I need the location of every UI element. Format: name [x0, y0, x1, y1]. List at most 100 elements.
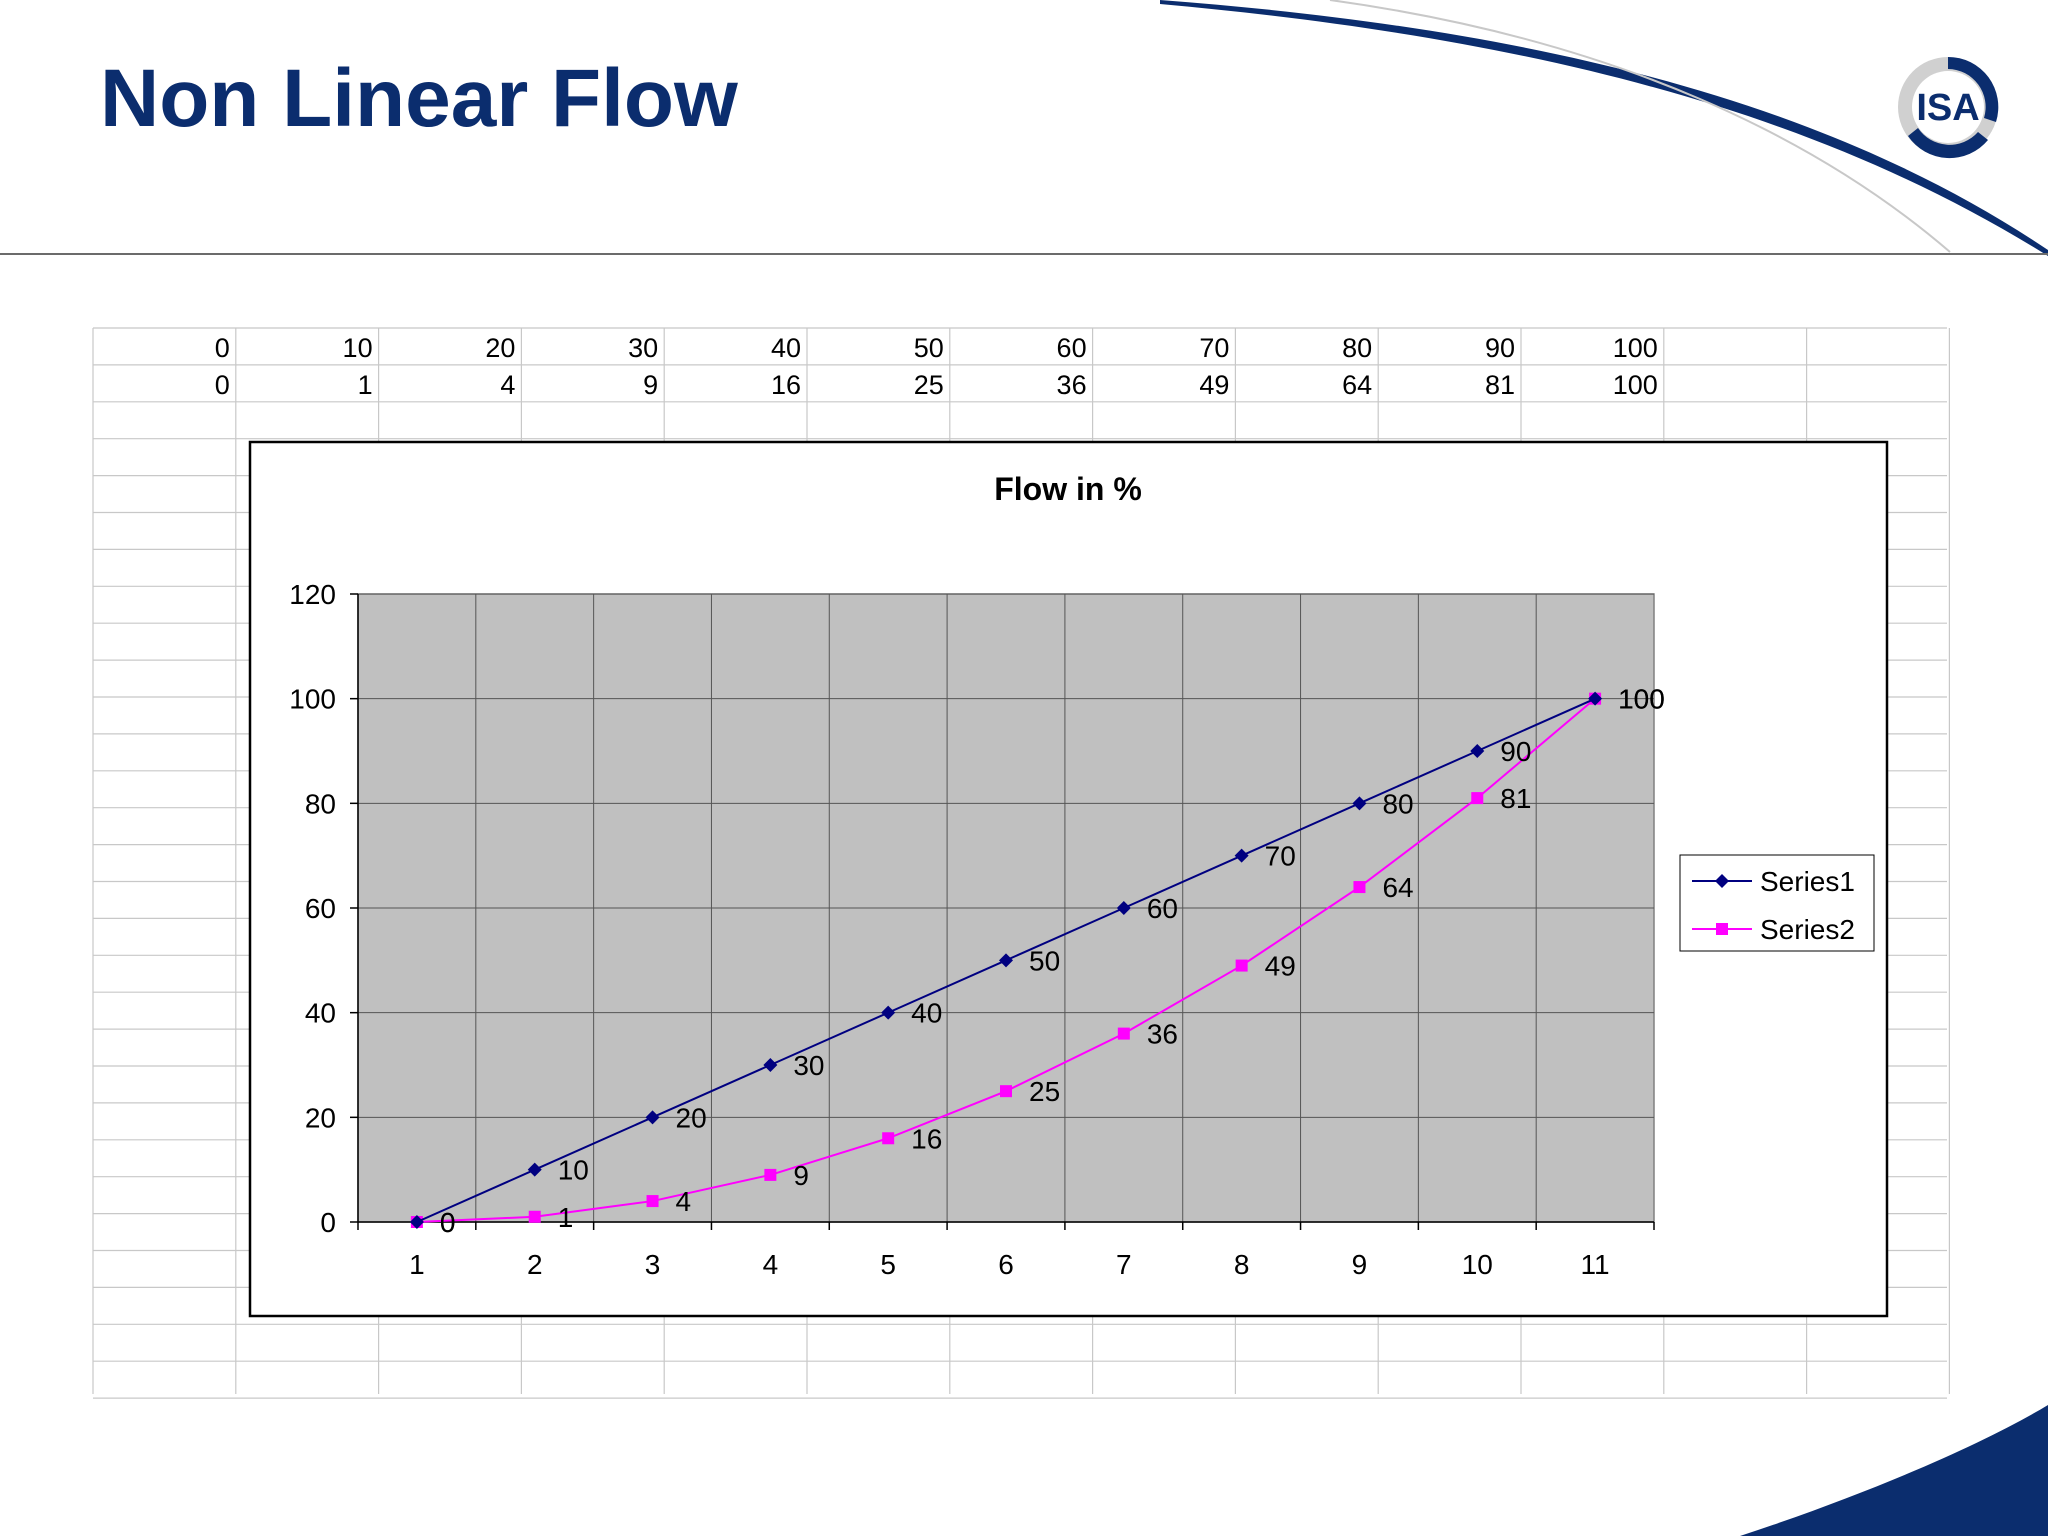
- sheet-cell: 20: [485, 333, 515, 363]
- data-label: 50: [1029, 945, 1060, 976]
- sheet-cell: 9: [643, 370, 658, 400]
- sheet-cell: 100: [1613, 333, 1658, 363]
- data-point: [1116, 901, 1131, 915]
- sheet-cell: 0: [215, 333, 230, 363]
- sheet-cell: 50: [914, 333, 944, 363]
- legend: Series1 Series2: [1679, 854, 1875, 952]
- data-point: [1235, 959, 1248, 972]
- logo-text: ISA: [1916, 87, 1979, 129]
- data-point: [764, 1168, 777, 1181]
- y-tick-label: 20: [305, 1102, 336, 1133]
- x-tick-label: 9: [1352, 1249, 1368, 1280]
- data-point: [527, 1162, 542, 1177]
- data-label: 1: [558, 1202, 574, 1233]
- sheet-cell: 70: [1199, 333, 1229, 363]
- x-tick-label: 2: [527, 1249, 543, 1280]
- y-tick-label: 60: [305, 893, 336, 924]
- data-label: 0: [440, 1207, 456, 1238]
- sheet-cell: 80: [1342, 333, 1372, 363]
- legend-label: Series1: [1760, 866, 1855, 897]
- data-point: [1000, 1085, 1012, 1098]
- data-label: 64: [1382, 872, 1413, 903]
- data-point: [1588, 691, 1603, 706]
- y-tick-label: 40: [305, 998, 336, 1029]
- data-point: [646, 1195, 659, 1208]
- data-label: 100: [1618, 684, 1665, 715]
- data-label: 49: [1265, 951, 1296, 982]
- data-point: [882, 1132, 895, 1145]
- x-axis: 1 2 3 4 5 6 7 8 9 10 11: [357, 1221, 1655, 1280]
- sheet-cell: 25: [914, 370, 944, 400]
- title-divider: [0, 253, 2048, 255]
- y-axis: 0 20 40 60 80 100 120: [289, 579, 359, 1238]
- legend-marker: [1716, 923, 1728, 935]
- data-label: 40: [911, 998, 942, 1029]
- legend-label: Series2: [1760, 914, 1855, 945]
- data-point: [528, 1210, 541, 1223]
- data-point: [881, 1005, 896, 1020]
- data-label: 4: [676, 1186, 692, 1217]
- data-point: [409, 1215, 424, 1229]
- y-tick-label: 0: [320, 1207, 336, 1238]
- sheet-cell: 60: [1057, 333, 1087, 363]
- sheet-cell: 100: [1613, 370, 1658, 400]
- y-tick-label: 80: [305, 788, 336, 819]
- data-label: 36: [1147, 1019, 1178, 1050]
- data-label: 25: [1029, 1076, 1060, 1107]
- data-label: 60: [1147, 893, 1178, 924]
- x-tick-label: 3: [645, 1249, 661, 1280]
- data-point: [1470, 744, 1485, 758]
- page-title: Non Linear Flow: [100, 53, 738, 144]
- data-point: [645, 1110, 660, 1125]
- data-point: [763, 1058, 778, 1072]
- legend-box: [1679, 854, 1875, 952]
- sheet-cell: 64: [1342, 370, 1372, 400]
- x-tick-label: 10: [1462, 1249, 1493, 1280]
- sheet-cell: 10: [343, 333, 373, 363]
- sheet-cell: 36: [1057, 370, 1087, 400]
- sheet-cell: 16: [771, 370, 801, 400]
- data-label: 10: [558, 1155, 589, 1186]
- x-tick-label: 7: [1116, 1249, 1132, 1280]
- data-label: 9: [793, 1160, 809, 1191]
- legend-marker: [1715, 874, 1729, 888]
- data-label: 30: [793, 1050, 824, 1081]
- data-label: 70: [1265, 841, 1296, 872]
- data-label: 80: [1382, 788, 1413, 819]
- data-point: [1117, 1027, 1130, 1040]
- sheet-cell: 1: [358, 370, 373, 400]
- series-1: 0 10 20 30 40 50 60 70 80 90 100: [409, 684, 1665, 1238]
- gridlines: [358, 593, 1654, 1223]
- sheet-cell: 0: [215, 370, 230, 400]
- sheet-cell: 90: [1485, 333, 1515, 363]
- data-label: 100: [1618, 684, 1665, 715]
- data-label: 20: [676, 1102, 707, 1133]
- x-tick-label: 5: [880, 1249, 896, 1280]
- data-label: 16: [911, 1123, 942, 1154]
- isa-logo: ISA: [1898, 56, 1999, 159]
- chart-title: Flow in %: [994, 471, 1142, 507]
- x-tick-label: 8: [1234, 1249, 1250, 1280]
- sheet-cell: 81: [1485, 370, 1515, 400]
- sheet-cell: 30: [628, 333, 658, 363]
- x-tick-label: 11: [1581, 1249, 1610, 1280]
- sheet-cell: 49: [1199, 370, 1229, 400]
- x-tick-label: 6: [998, 1249, 1014, 1280]
- data-point: [1471, 792, 1484, 805]
- data-label: 0: [440, 1207, 456, 1238]
- data-point: [1234, 848, 1249, 863]
- data-point: [999, 953, 1013, 968]
- x-tick-label: 4: [763, 1249, 779, 1280]
- y-tick-label: 100: [289, 684, 336, 715]
- data-point: [1352, 796, 1367, 811]
- data-label: 81: [1500, 783, 1531, 814]
- series-layer: 0 149162536496481100010203040506070809010…: [409, 684, 1665, 1238]
- sheet-cell: 40: [771, 333, 801, 363]
- x-tick-label: 1: [409, 1249, 425, 1280]
- data-label: 90: [1500, 736, 1531, 767]
- data-point: [1353, 881, 1366, 894]
- header-swoosh: [1160, 0, 2048, 256]
- y-tick-label: 120: [289, 579, 336, 610]
